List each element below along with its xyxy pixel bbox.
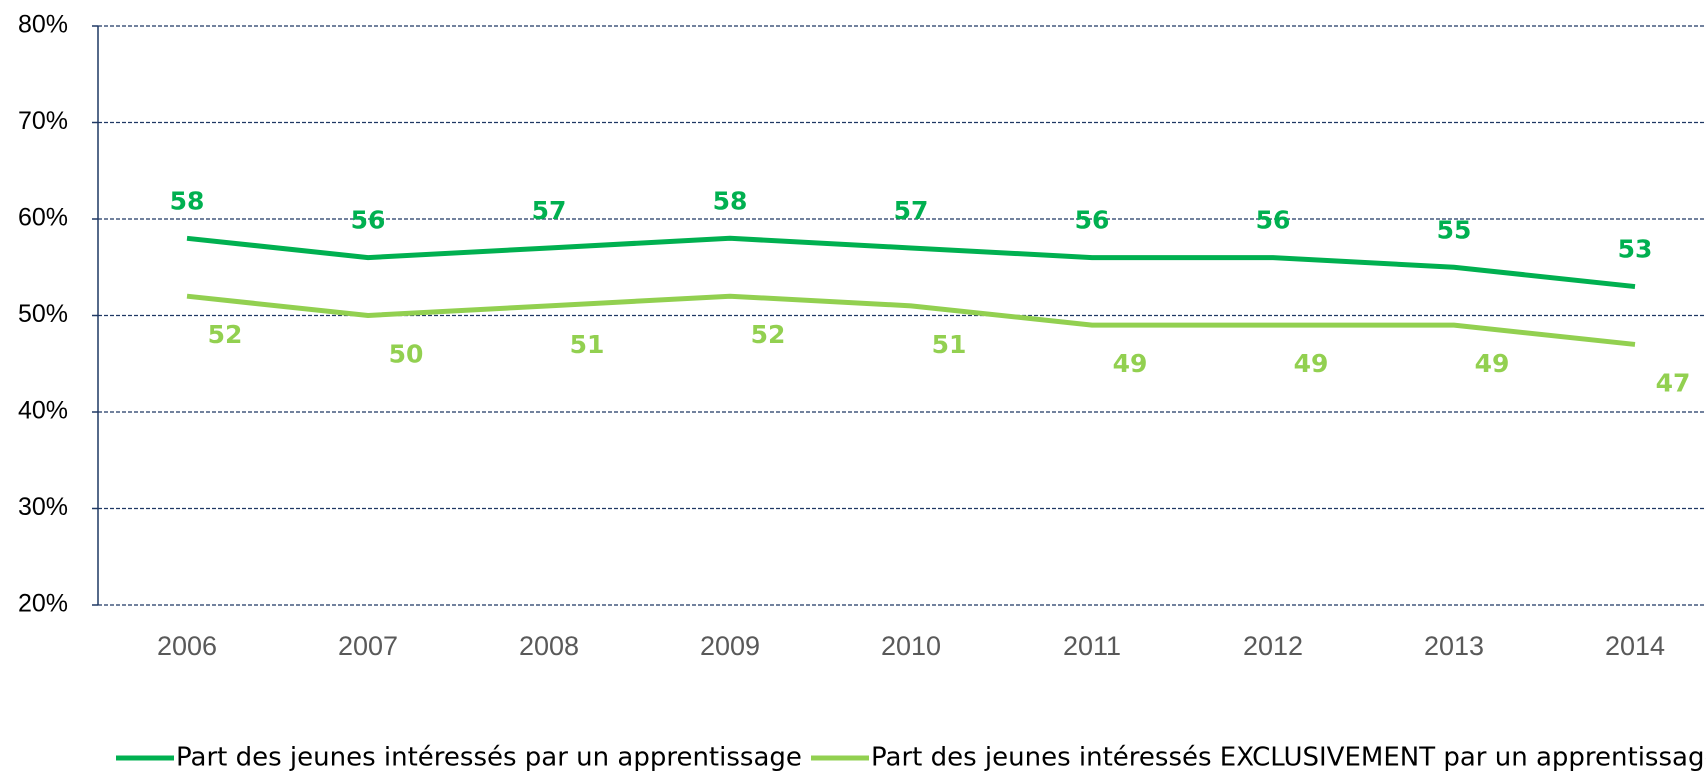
data-label: 51 xyxy=(932,330,967,359)
x-tick-label: 2010 xyxy=(881,631,941,661)
y-tick-label: 50% xyxy=(18,300,68,328)
data-label: 53 xyxy=(1618,235,1653,264)
data-label: 58 xyxy=(713,186,748,215)
data-label: 50 xyxy=(389,340,424,369)
x-tick-label: 2011 xyxy=(1063,631,1121,661)
data-label: 57 xyxy=(532,196,567,225)
data-label: 58 xyxy=(170,186,205,215)
data-label: 55 xyxy=(1437,215,1472,244)
x-tick-label: 2007 xyxy=(338,631,398,661)
data-label: 56 xyxy=(1256,206,1291,235)
x-tick-label: 2009 xyxy=(700,631,760,661)
data-label: 47 xyxy=(1656,368,1691,397)
data-label: 52 xyxy=(751,320,786,349)
data-label: 49 xyxy=(1294,349,1329,378)
data-label: 49 xyxy=(1113,349,1148,378)
series-line xyxy=(186,235,1636,290)
x-tick-label: 2014 xyxy=(1605,631,1665,661)
data-label: 56 xyxy=(1075,206,1110,235)
y-tick-label: 30% xyxy=(18,493,68,521)
y-tick-label: 80% xyxy=(18,11,68,39)
y-tick-label: 40% xyxy=(18,397,68,425)
legend-label: Part des jeunes intéressés EXCLUSIVEMENT… xyxy=(871,743,1706,773)
y-tick-label: 20% xyxy=(18,590,68,618)
x-tick-label: 2008 xyxy=(519,631,579,661)
data-label: 56 xyxy=(351,206,386,235)
legend-label: Part des jeunes intéressés par un appren… xyxy=(176,743,802,773)
data-label: 57 xyxy=(894,196,929,225)
x-tick-label: 2012 xyxy=(1243,631,1303,661)
series-line xyxy=(186,293,1636,347)
x-tick-label: 2006 xyxy=(157,631,217,661)
y-tick-label: 60% xyxy=(18,204,68,232)
data-label: 49 xyxy=(1475,349,1510,378)
y-tick-label: 70% xyxy=(18,107,68,135)
data-label: 52 xyxy=(208,320,243,349)
data-label: 51 xyxy=(570,330,605,359)
x-tick-label: 2013 xyxy=(1424,631,1484,661)
